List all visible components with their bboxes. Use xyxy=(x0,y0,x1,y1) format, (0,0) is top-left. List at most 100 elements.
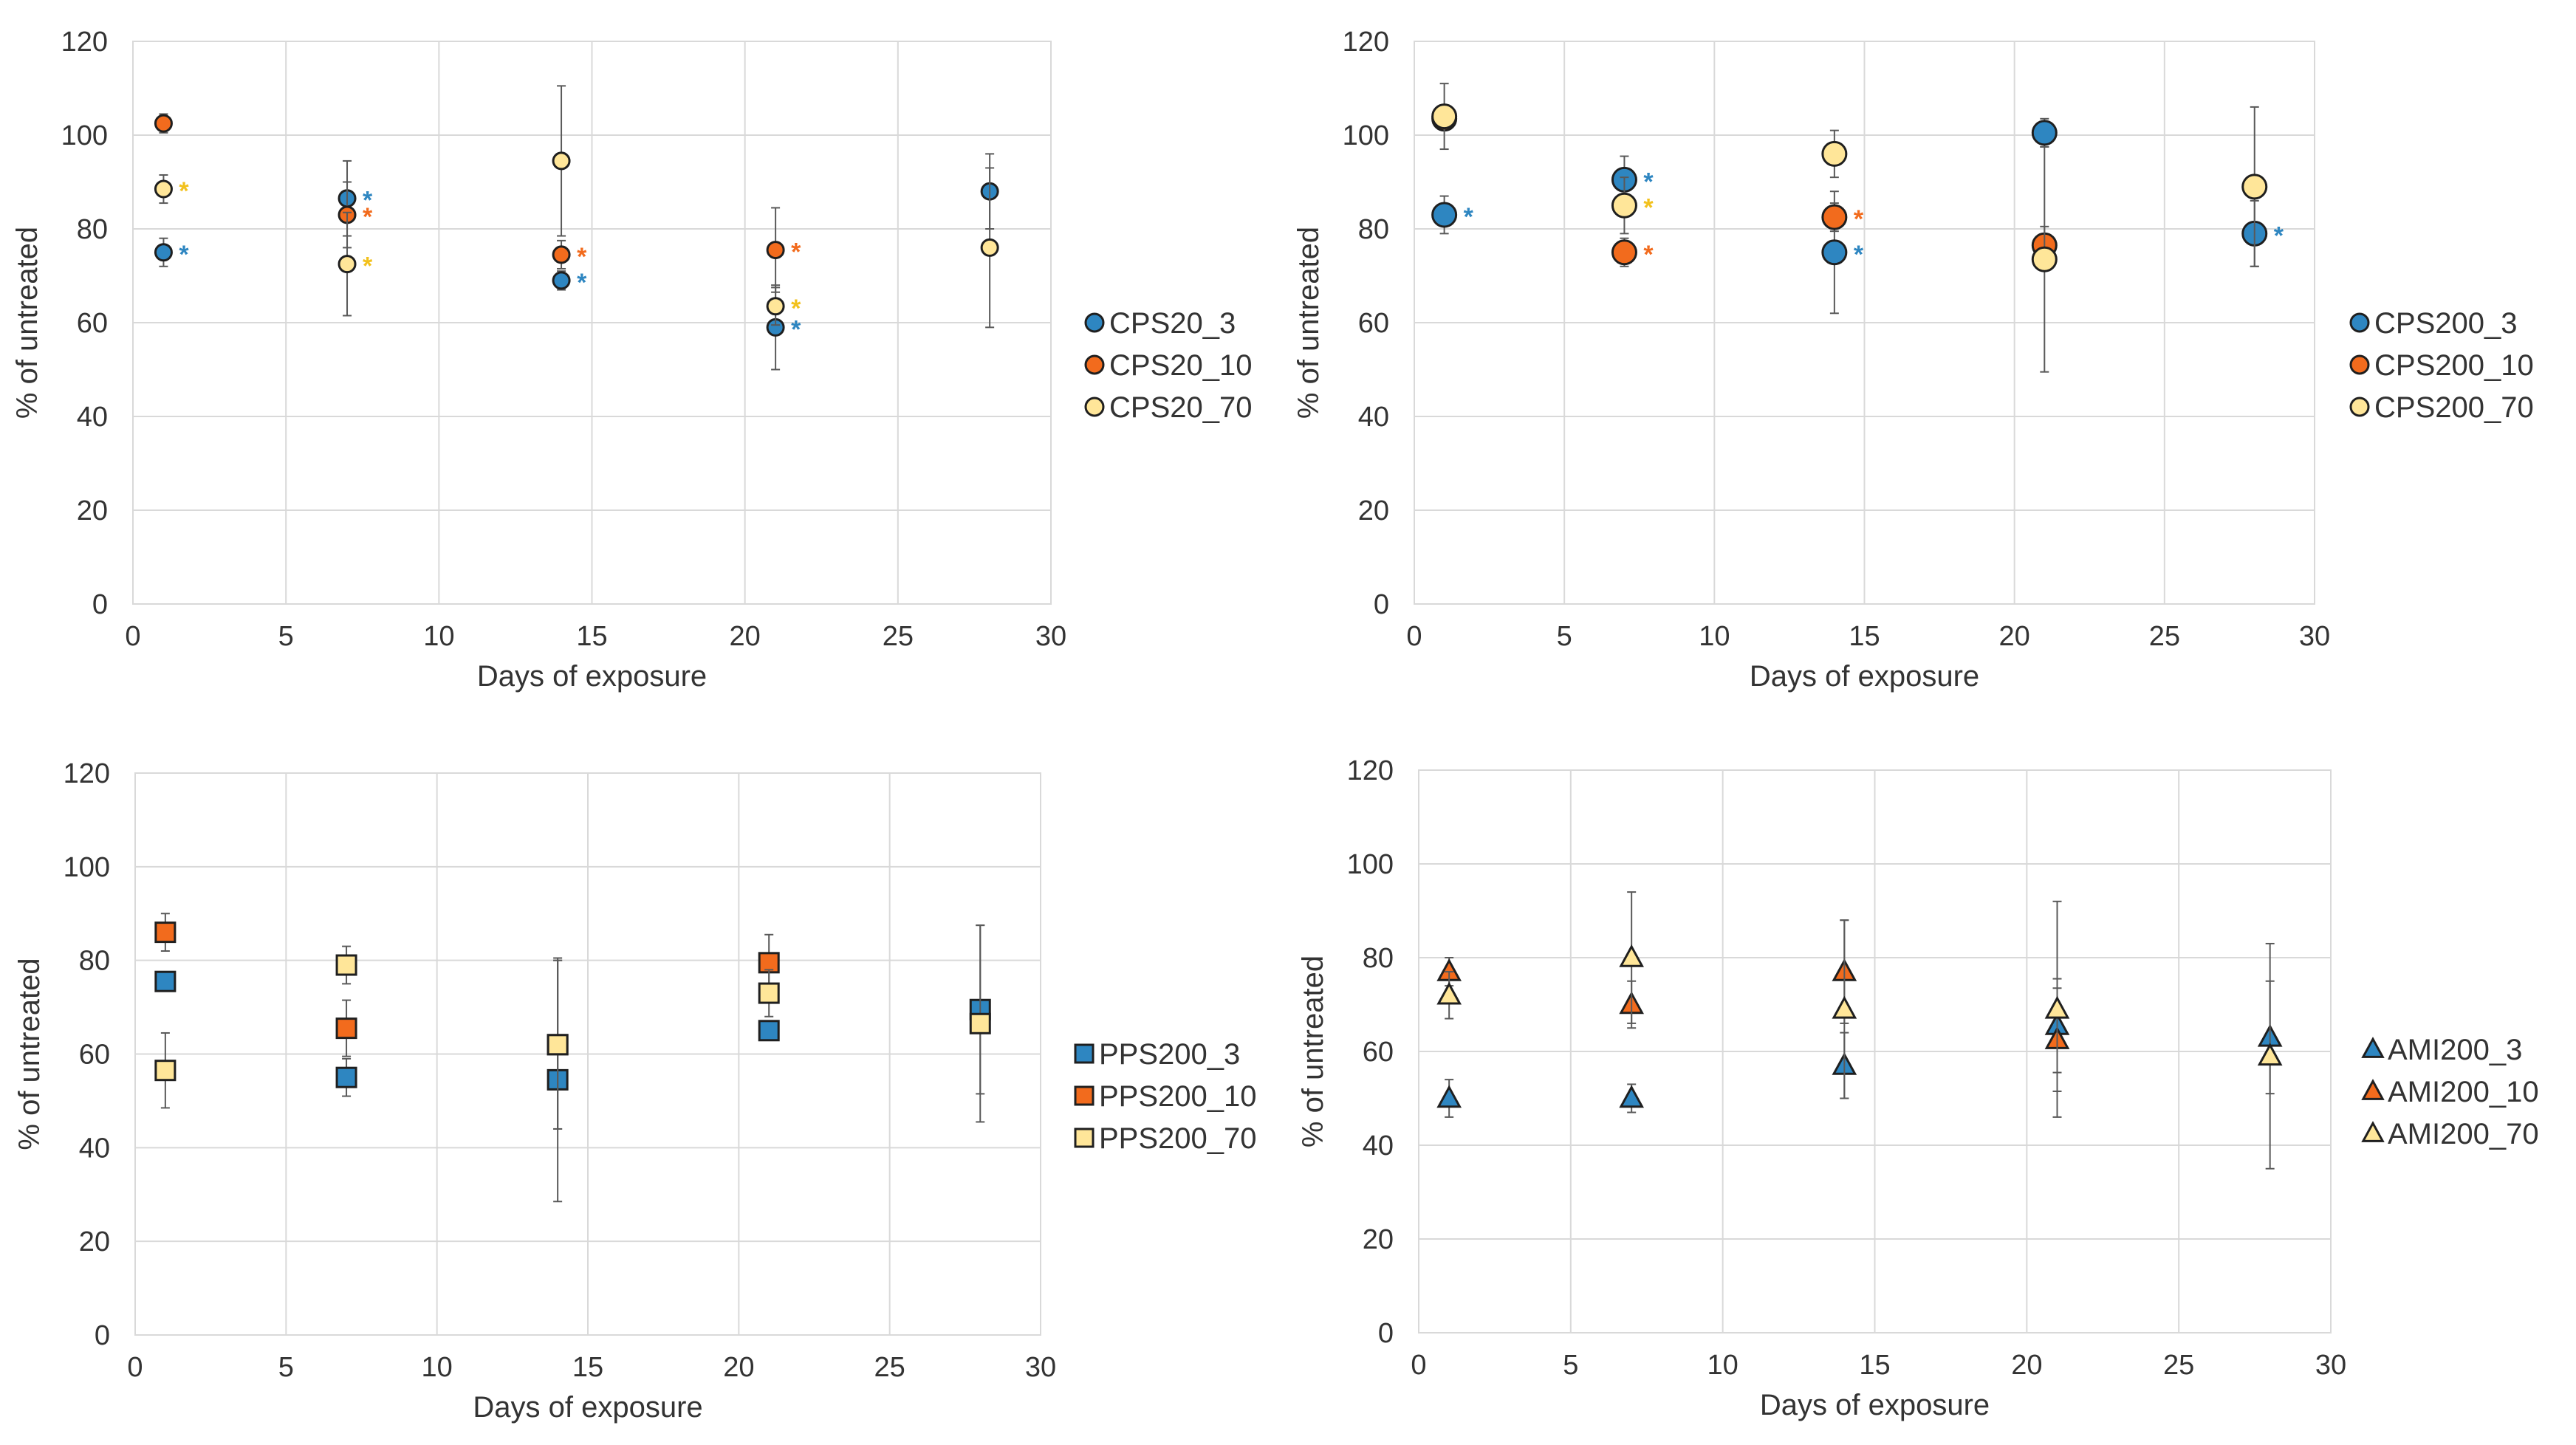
y-tick-label: 60 xyxy=(79,1040,110,1071)
legend-marker xyxy=(1074,1127,1095,1148)
data-point xyxy=(1611,192,1637,219)
legend: CPS200_3 CPS200_10 CPS200_70 xyxy=(2349,307,2534,424)
data-point xyxy=(2241,174,2268,200)
data-point xyxy=(2031,246,2058,272)
legend-marker xyxy=(1084,312,1105,333)
significance-star: * xyxy=(791,315,801,343)
legend-marker xyxy=(2349,354,2370,375)
y-tick-label: 0 xyxy=(1378,1318,1394,1349)
y-axis-title: % of untreated xyxy=(1292,227,1325,419)
series-CPS200_10: ** xyxy=(1431,106,2058,269)
data-point xyxy=(335,954,357,976)
data-point xyxy=(2031,120,2058,146)
significance-star: * xyxy=(577,269,587,297)
legend-label: AMI200_70 xyxy=(2388,1118,2539,1150)
x-tick-label: 5 xyxy=(278,1352,294,1383)
legend-label: CPS20_3 xyxy=(1109,307,1236,340)
chart-panel-3: 0 20 40 60 80 100 120 0 5 10 15 20 25 30 Days of expos… xyxy=(13,758,1257,1424)
x-tick-label: 10 xyxy=(1707,1350,1739,1381)
legend-marker xyxy=(2361,1121,2385,1142)
series-PPS200_70 xyxy=(154,924,991,1130)
y-tick-label: 20 xyxy=(1363,1224,1394,1255)
legend-label: PPS200_3 xyxy=(1099,1038,1240,1071)
x-tick-label: 15 xyxy=(1859,1350,1890,1381)
data-point xyxy=(154,921,177,944)
significance-star: * xyxy=(1643,193,1654,222)
significance-star: * xyxy=(791,295,801,323)
legend-marker xyxy=(1084,397,1105,417)
y-tick-label: 100 xyxy=(1343,120,1389,151)
data-point xyxy=(1821,140,1848,167)
data-point xyxy=(154,114,173,133)
x-tick-label: 20 xyxy=(1999,621,2030,652)
chart-panel-4: 0 20 40 60 80 100 120 0 5 10 15 20 25 30 Days of expos… xyxy=(1297,755,2539,1421)
data-point xyxy=(154,243,173,262)
data-point xyxy=(1431,103,1458,130)
significance-star: * xyxy=(2274,222,2284,250)
legend-marker xyxy=(2349,312,2370,333)
data-point xyxy=(1821,239,1848,266)
y-tick-label: 40 xyxy=(77,402,108,433)
y-tick-label: 0 xyxy=(1374,589,1389,620)
y-tick-label: 0 xyxy=(95,1320,110,1351)
data-point xyxy=(980,238,999,257)
x-tick-label: 25 xyxy=(2149,621,2180,652)
plot-area xyxy=(1418,769,2332,1334)
data-point xyxy=(2257,1043,2283,1066)
x-tick-label: 10 xyxy=(423,621,454,652)
legend-marker xyxy=(1074,1085,1095,1106)
significance-star: * xyxy=(363,203,373,231)
significance-star: * xyxy=(363,253,373,281)
series-CPS200_70: * xyxy=(1431,83,2268,373)
data-point xyxy=(1611,239,1637,266)
x-tick-label: 5 xyxy=(278,621,294,652)
significance-star: * xyxy=(1464,203,1474,231)
data-point xyxy=(154,970,177,992)
significance-star: * xyxy=(1643,168,1654,196)
x-tick-label: 15 xyxy=(1849,621,1880,652)
legend-marker xyxy=(2361,1037,2385,1058)
data-point xyxy=(766,297,785,316)
legend-label: CPS20_70 xyxy=(1109,391,1252,424)
y-tick-label: 60 xyxy=(77,308,108,339)
y-axis-title: % of untreated xyxy=(1297,955,1329,1147)
chart-panel-2: 0 20 40 60 80 100 120 0 5 10 15 20 25 30 Days of expos… xyxy=(1292,27,2534,693)
data-point xyxy=(1436,1085,1462,1108)
legend-marker xyxy=(1074,1043,1095,1064)
data-point xyxy=(758,1020,780,1042)
y-tick-label: 80 xyxy=(77,214,108,245)
chart-panel-1: 0 20 40 60 80 100 120 0 5 10 15 20 25 30 Days of expos… xyxy=(11,27,1252,693)
series-PPS200_3 xyxy=(154,924,991,1203)
y-tick-label: 60 xyxy=(1358,308,1389,339)
legend-label: CPS200_70 xyxy=(2374,391,2534,424)
data-point xyxy=(766,241,785,260)
x-tick-label: 0 xyxy=(127,1352,143,1383)
y-tick-label: 100 xyxy=(1347,849,1394,880)
x-axis-title: Days of exposure xyxy=(1760,1389,1990,1421)
data-point xyxy=(1431,202,1458,228)
y-tick-label: 20 xyxy=(79,1226,110,1257)
significance-star: * xyxy=(179,177,189,205)
significance-star: * xyxy=(179,241,189,269)
y-tick-label: 120 xyxy=(61,27,108,58)
y-tick-label: 120 xyxy=(64,758,110,789)
x-tick-label: 0 xyxy=(125,621,140,652)
x-tick-label: 5 xyxy=(1563,1350,1578,1381)
series-AMI200_10 xyxy=(1436,919,2070,1092)
series-AMI200_70 xyxy=(1436,891,2283,1170)
y-tick-label: 20 xyxy=(1358,495,1389,526)
legend-label: PPS200_70 xyxy=(1099,1122,1257,1155)
significance-star: * xyxy=(577,243,587,271)
significance-star: * xyxy=(1854,205,1864,233)
x-tick-label: 15 xyxy=(572,1352,603,1383)
legend: AMI200_3 AMI200_10 AMI200_70 xyxy=(2361,1034,2539,1150)
significance-star: * xyxy=(1643,241,1654,269)
x-tick-label: 0 xyxy=(1406,621,1422,652)
x-tick-label: 30 xyxy=(1035,621,1066,652)
y-tick-label: 40 xyxy=(79,1133,110,1164)
x-axis-title: Days of exposure xyxy=(1750,660,1979,693)
data-point xyxy=(1436,981,1462,1005)
data-point xyxy=(2044,995,2070,1019)
x-tick-label: 25 xyxy=(874,1352,905,1383)
x-tick-label: 10 xyxy=(422,1352,453,1383)
